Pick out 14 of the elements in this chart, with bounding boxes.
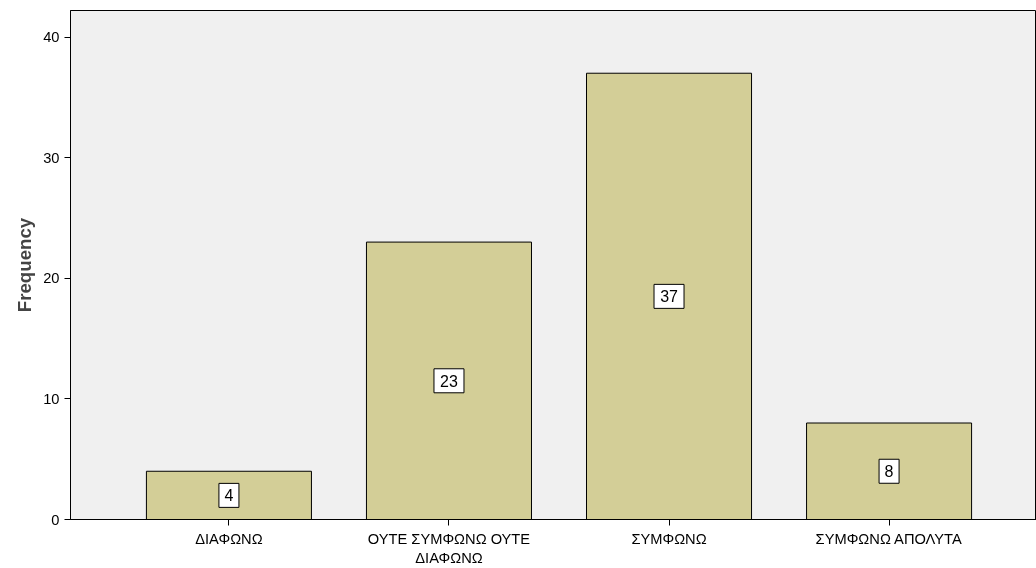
y-tick-label: 20 <box>43 270 60 287</box>
y-axis-title: Frequency <box>14 217 36 313</box>
data-label: 4 <box>224 487 234 505</box>
x-tick-label: ΟΥΤΕ ΣΥΜΦΩΝΩ ΟΥΤΕ ΔΙΑΦΩΝΩ <box>367 530 531 566</box>
y-tick-label: 0 <box>51 511 60 528</box>
x-tick-label: ΔΙΑΦΩΝΩ <box>195 530 263 547</box>
data-label: 37 <box>660 288 679 306</box>
data-label: 8 <box>884 463 894 481</box>
x-tick-label: ΣΥΜΦΩΝΩ <box>631 530 707 547</box>
y-tick-label: 40 <box>43 29 60 46</box>
y-tick-label: 10 <box>43 390 60 407</box>
y-tick-label: 30 <box>43 149 60 166</box>
data-label: 23 <box>440 372 458 390</box>
x-tick-label: ΣΥΜΦΩΝΩ ΑΠΟΛΥΤΑ <box>815 530 962 547</box>
